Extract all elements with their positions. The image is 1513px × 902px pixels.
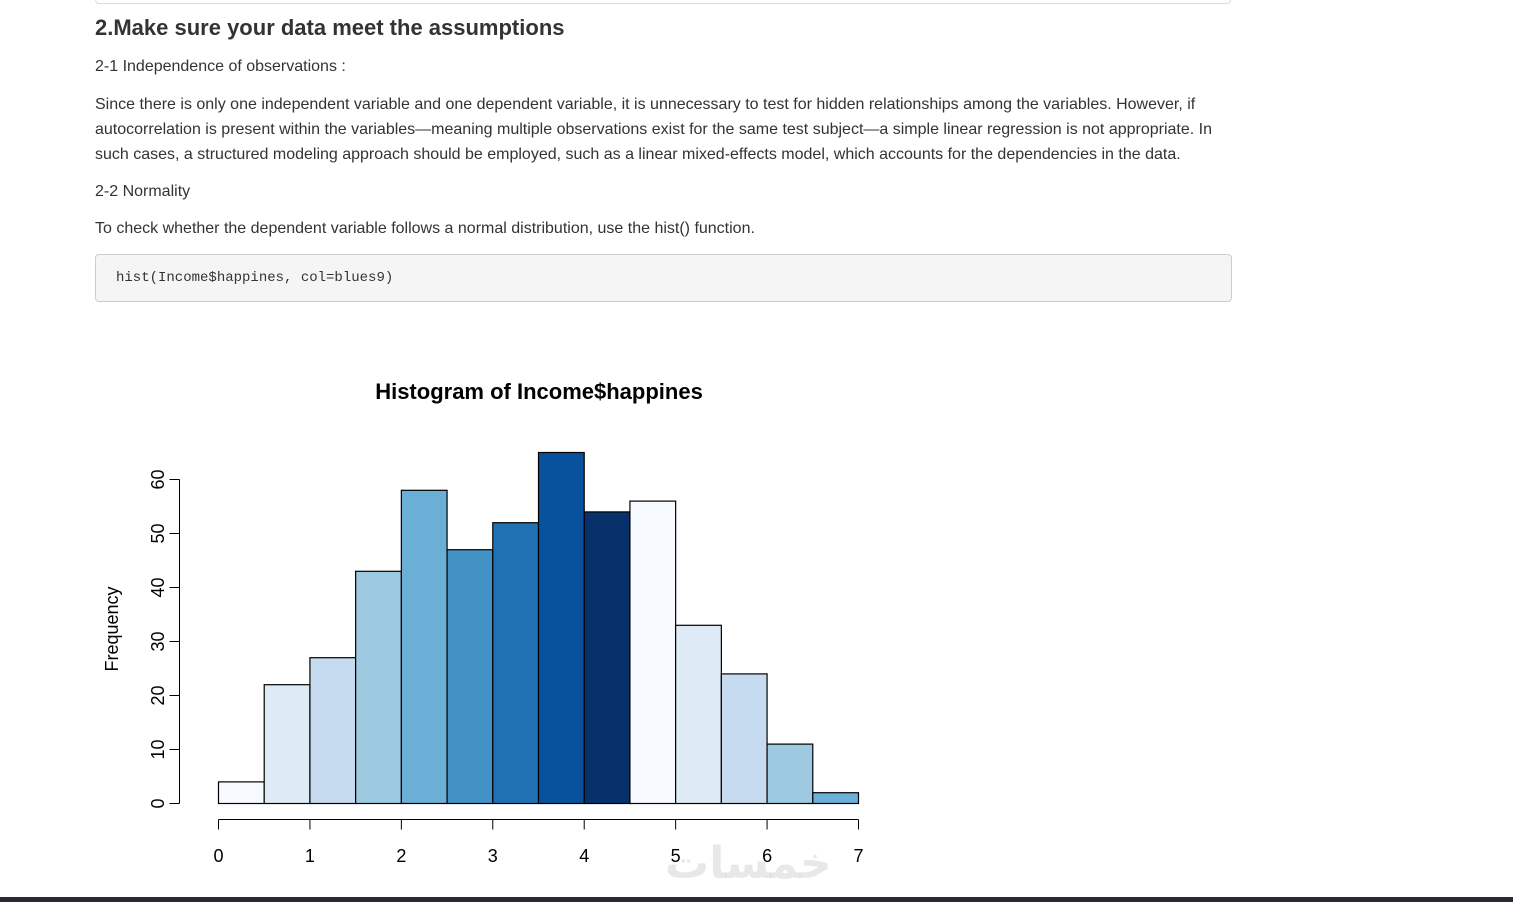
histogram-bar <box>583 511 631 805</box>
paragraph-normality: To check whether the dependent variable … <box>95 220 755 237</box>
y-tick-label: 20 <box>148 685 168 705</box>
code-text[interactable]: hist(Income$happines, col=blues9) <box>116 270 394 286</box>
y-axis: 0 10 20 30 40 50 60 <box>148 469 180 809</box>
x-tick-label: 6 <box>762 846 772 866</box>
x-tick-label: 3 <box>488 846 498 866</box>
x-axis: 0 1 2 3 4 5 6 7 <box>213 819 864 866</box>
x-tick-label: 5 <box>671 846 681 866</box>
histogram-bar <box>675 624 722 805</box>
histogram-bar <box>766 743 814 805</box>
y-tick-label: 0 <box>148 798 168 808</box>
previous-code-block-edge <box>95 0 1231 4</box>
histogram-bar <box>537 451 585 805</box>
x-tick-label: 2 <box>396 846 406 866</box>
histogram-bar <box>217 781 265 805</box>
histogram-bar <box>309 657 357 805</box>
x-tick-label: 4 <box>579 846 589 866</box>
histogram-bar <box>492 522 540 805</box>
histogram-bar <box>720 673 768 805</box>
chart-title: Histogram of Income$happines <box>375 379 703 404</box>
paragraph-independence: Since there is only one independent vari… <box>95 96 1212 163</box>
section-title: 2.Make sure your data meet the assumptio… <box>95 15 565 40</box>
y-tick-label: 50 <box>148 523 168 543</box>
histogram-bar <box>400 489 448 805</box>
x-tick-label: 1 <box>305 846 315 866</box>
subhead-normality: 2-2 Normality <box>95 183 191 200</box>
bars-group <box>217 451 860 805</box>
subhead-independence: 2-1 Independence of observations : <box>95 58 346 75</box>
y-tick-label: 60 <box>148 469 168 489</box>
y-axis-label: Frequency <box>102 586 122 671</box>
x-tick-label: 0 <box>213 846 223 866</box>
y-tick-label: 10 <box>148 739 168 759</box>
watermark-logo: خمسات <box>665 838 832 889</box>
histogram-bar <box>355 570 402 805</box>
bottom-bar <box>0 897 1513 902</box>
histogram-bar <box>446 549 494 805</box>
article-content: 2.Make sure your data meet the assumptio… <box>95 12 1232 302</box>
x-tick-label: 7 <box>853 846 863 866</box>
y-tick-label: 40 <box>148 577 168 597</box>
code-block[interactable]: hist(Income$happines, col=blues9) <box>95 254 1232 302</box>
histogram-bar <box>812 792 860 805</box>
histogram-chart: Histogram of Income$happines Frequency 0… <box>102 379 864 866</box>
histogram-bar <box>263 684 311 805</box>
histogram-bar <box>629 500 677 805</box>
y-tick-label: 30 <box>148 631 168 651</box>
